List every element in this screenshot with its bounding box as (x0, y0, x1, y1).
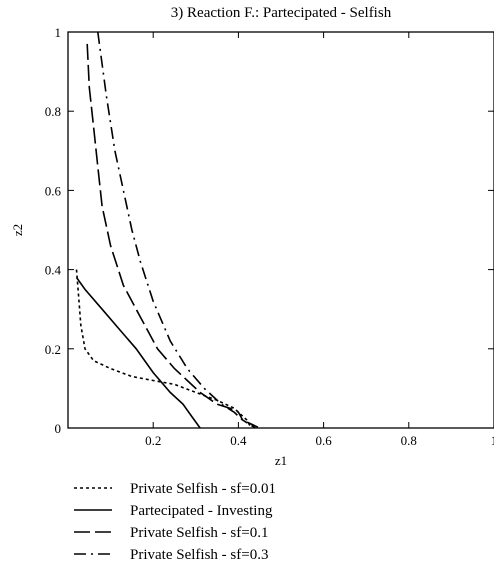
x-tick-label: 0.6 (315, 433, 332, 448)
axis-ticks: 0.2 0.4 0.6 0.8 1 0 0.2 0.4 0.6 0.8 1 (45, 25, 494, 448)
y-tick-label: 0.8 (45, 104, 61, 119)
y-tick-label: 0.4 (45, 263, 62, 278)
legend-label: Private Selfish - sf=0.3 (130, 547, 268, 563)
legend: Private Selfish - sf=0.01 Partecipated - … (74, 481, 276, 563)
y-tick-label: 0.2 (45, 342, 61, 357)
legend-label: Private Selfish - sf=0.01 (130, 481, 276, 497)
legend-label: Private Selfish - sf=0.1 (130, 525, 268, 541)
y-tick-label: 1 (55, 25, 62, 40)
x-tick-label: 0.8 (401, 433, 417, 448)
series-lines (75, 31, 261, 429)
legend-label: Partecipated - Investing (130, 503, 273, 519)
plot-area-frame (67, 31, 494, 429)
y-axis-label: z2 (10, 224, 25, 236)
x-axis-label: z1 (275, 453, 287, 468)
x-tick-label: 1 (491, 433, 494, 448)
series-line (75, 277, 201, 429)
chart-title: 3) Reaction F.: Partecipated - Selfish (171, 5, 392, 21)
y-tick-label: 0.6 (45, 183, 62, 198)
series-line (86, 43, 256, 429)
x-tick-label: 0.2 (145, 433, 161, 448)
series-line (75, 269, 252, 429)
series-line (97, 31, 261, 429)
x-tick-label: 0.4 (230, 433, 247, 448)
y-tick-label: 0 (55, 421, 62, 436)
